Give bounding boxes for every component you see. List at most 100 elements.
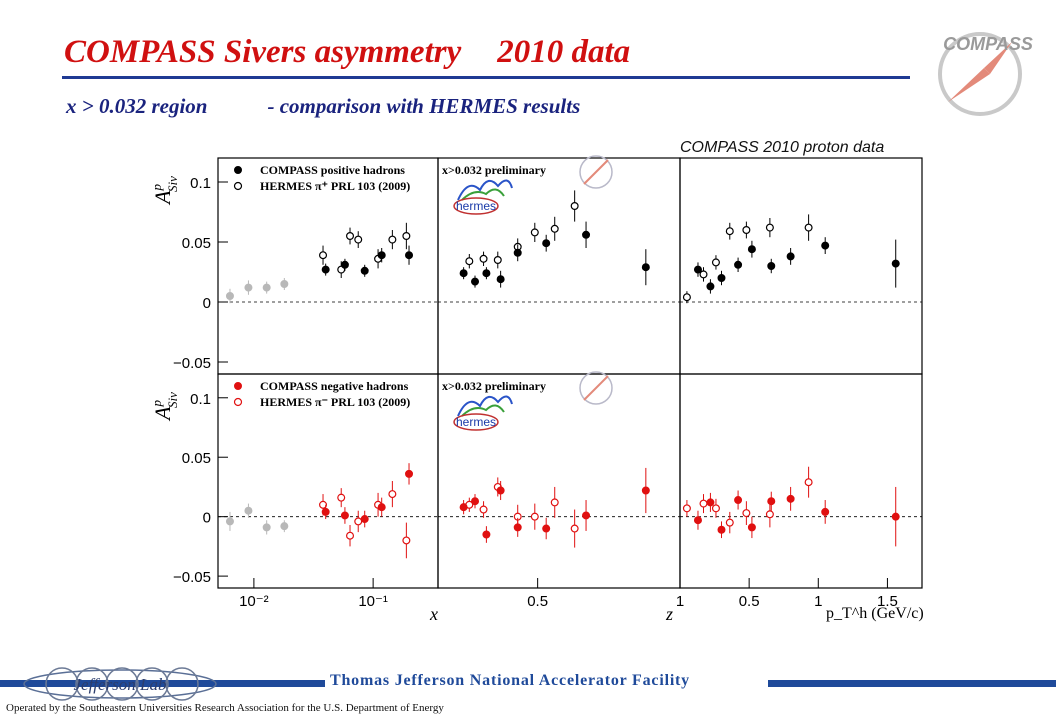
data-point-hermes [682, 504, 691, 513]
y-tick-label: 0.05 [182, 235, 211, 252]
hermes-logo-text: hermes [456, 415, 496, 429]
panel-frame-1-2 [679, 373, 923, 589]
data-point-compass [641, 486, 650, 495]
data-point-lowx [244, 506, 253, 515]
data-point-hermes [402, 232, 411, 241]
data-point-hermes [550, 498, 559, 507]
data-point-hermes [804, 478, 813, 487]
data-point-hermes [346, 531, 355, 540]
data-point-hermes [711, 504, 720, 513]
data-point-hermes [354, 235, 363, 244]
subtitle-part1: x > 0.032 region [66, 94, 208, 118]
data-point-lowx [262, 523, 271, 532]
data-point-hermes [725, 518, 734, 527]
footer-operated-by: Operated by the Southeastern Universitie… [6, 702, 444, 714]
jefferson-lab-logo: Jefferson Lab [23, 667, 217, 701]
data-point-compass [747, 523, 756, 532]
y-tick-label: 0.1 [190, 175, 211, 192]
y-tick-label: −0.05 [173, 569, 211, 586]
data-point-compass [706, 498, 715, 507]
data-point-compass [459, 503, 468, 512]
title-rule [62, 76, 910, 79]
data-point-compass [717, 525, 726, 534]
slide-subtitle: x > 0.032 region - comparison with HERMES… [66, 94, 580, 119]
data-point-hermes [530, 512, 539, 521]
data-point-compass [377, 503, 386, 512]
data-point-compass [786, 252, 795, 261]
y-tick-label: 0 [203, 510, 211, 527]
data-point-compass [471, 497, 480, 506]
compass-logo: COMPASS [938, 32, 1033, 116]
x-axis-label-x: x [429, 604, 438, 624]
data-point-lowx [262, 283, 271, 292]
data-point-compass [405, 251, 414, 260]
x-tick-label: 10⁻² [239, 593, 269, 610]
x-tick-label: 1 [676, 593, 684, 610]
footer-lab-name: Thomas Jefferson National Accelerator Fa… [330, 672, 690, 689]
data-point-compass [360, 266, 369, 275]
data-point-compass [471, 277, 480, 286]
data-point-compass [513, 523, 522, 532]
data-point-compass [340, 511, 349, 520]
data-point-hermes [742, 226, 751, 235]
footer-bar-right [768, 680, 1056, 687]
footer-bar-left [0, 680, 325, 687]
y-tick-label: −0.05 [173, 355, 211, 372]
data-point-hermes [465, 257, 474, 266]
data-point-hermes [354, 517, 363, 526]
x-tick-label: 1.5 [877, 593, 898, 610]
data-point-hermes [765, 510, 774, 519]
data-point-compass [821, 507, 830, 516]
data-point-compass [405, 469, 414, 478]
data-point-compass [706, 282, 715, 291]
x-tick-label: 1 [814, 593, 822, 610]
hermes-logo-wing-green [461, 188, 505, 201]
mini-compass-logo [579, 371, 613, 405]
sivers-chart: 0.1 0.05 0 −0.05 ApSiv 0.1 0.05 0 −0.05 ApSiv 10⁻²… [149, 139, 924, 624]
x-tick-label: 10⁻¹ [358, 593, 388, 610]
preliminary-label: x>0.032 preliminary [442, 163, 546, 177]
data-point-hermes [804, 223, 813, 232]
y-tick-label: 0 [203, 295, 211, 312]
data-point-hermes [493, 256, 502, 265]
data-point-lowx [225, 517, 234, 526]
title-part1: COMPASS Sivers asymmetry [64, 34, 462, 70]
data-point-hermes [570, 524, 579, 533]
data-point-compass [786, 494, 795, 503]
legend-label-hermes: HERMES π⁺ PRL 103 (2009) [260, 179, 410, 193]
x-tick-label: 0.5 [527, 593, 548, 610]
x-tick-label: 0.5 [739, 593, 760, 610]
data-point-lowx [280, 522, 289, 531]
data-point-compass [459, 269, 468, 278]
data-point-compass [734, 260, 743, 269]
data-point-hermes [337, 493, 346, 502]
y-axis-label: ApSiv [149, 392, 180, 422]
data-point-hermes [711, 258, 720, 267]
panel-frame-1-1 [437, 373, 681, 589]
x-axis-label-pt: p_T^h (GeV/c) [826, 605, 924, 622]
data-point-compass [734, 496, 743, 505]
mini-compass-logo [579, 155, 613, 189]
legend-label-compass: COMPASS negative hadrons [260, 379, 409, 393]
data-point-hermes [699, 499, 708, 508]
data-point-compass [767, 497, 776, 506]
data-point-compass [360, 515, 369, 524]
data-point-hermes [319, 251, 328, 260]
data-point-compass [767, 262, 776, 271]
data-point-compass [321, 507, 330, 516]
data-point-hermes [346, 232, 355, 241]
data-point-compass [717, 274, 726, 283]
data-point-compass [821, 241, 830, 250]
data-point-hermes [765, 223, 774, 232]
legend-marker-compass [234, 166, 242, 174]
data-point-hermes [319, 500, 328, 509]
data-point-hermes [699, 270, 708, 279]
data-point-compass [582, 230, 591, 239]
mini-compass-needle [583, 159, 609, 185]
data-point-compass [482, 530, 491, 539]
y-axis-label: ApSiv [149, 176, 180, 206]
slide-title: COMPASS Sivers asymmetry 2010 data [64, 34, 630, 71]
data-point-compass [542, 524, 551, 533]
preliminary-label: x>0.032 preliminary [442, 379, 546, 393]
data-point-compass [513, 248, 522, 257]
